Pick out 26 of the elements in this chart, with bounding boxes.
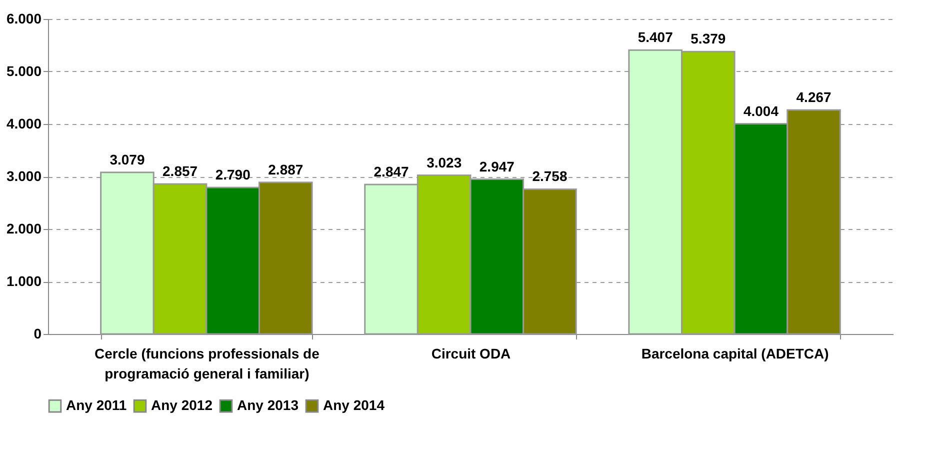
x-tick-label: Barcelona capital (ADETCA) (641, 346, 829, 362)
data-label: 2.857 (162, 163, 198, 180)
data-label: 2.947 (479, 158, 515, 174)
data-label: 3.023 (426, 154, 462, 170)
y-tick-label: 4.000 (6, 116, 42, 132)
y-tick-label: 6.000 (6, 10, 42, 26)
legend-label: Any 2011 (66, 397, 127, 414)
data-label: 4.004 (743, 102, 779, 119)
legend-label: Any 2013 (237, 397, 299, 414)
x-tick-label: Cercle (funcions professionals de programació general i familiar) (94, 346, 320, 382)
y-tick-label: 5.000 (6, 63, 42, 79)
data-label: 3.079 (110, 151, 145, 168)
data-label: 2.790 (215, 166, 251, 183)
legend-label: Any 2012 (151, 397, 213, 414)
data-label: 2.847 (374, 164, 410, 180)
data-label: 4.267 (796, 88, 832, 105)
data-label: 2.887 (268, 161, 304, 178)
data-label: 5.379 (690, 30, 726, 47)
y-tick-label: 3.000 (6, 168, 42, 184)
y-tick-label: 0 (34, 326, 42, 342)
y-tick-label: 2.000 (6, 220, 42, 236)
legend-label: Any 2014 (323, 397, 385, 414)
data-label: 2.758 (532, 168, 568, 184)
y-tick-label: 1.000 (6, 273, 42, 289)
data-label: 5.407 (638, 29, 674, 46)
x-tick-label: Circuit ODA (431, 346, 511, 362)
